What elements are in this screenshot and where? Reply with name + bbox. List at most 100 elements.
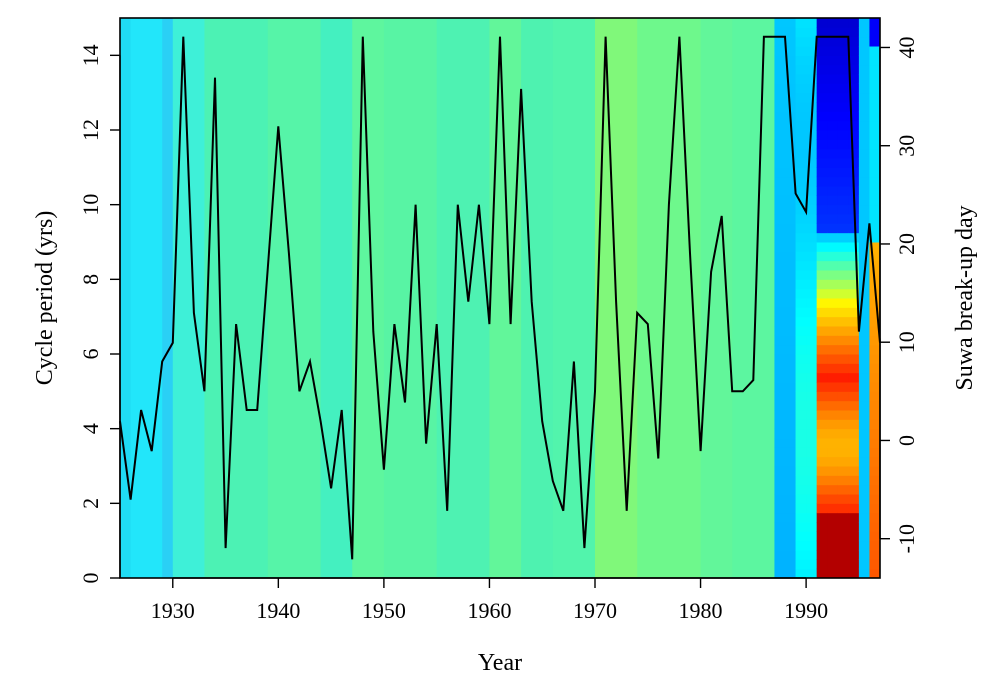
heatmap-cell (806, 335, 818, 346)
heatmap-cell (869, 484, 881, 495)
heatmap-cell (785, 447, 797, 458)
heatmap-band (120, 18, 132, 578)
heatmap-cell (837, 475, 849, 486)
heatmap-cell (858, 223, 870, 234)
heatmap-cell (785, 307, 797, 318)
heatmap-cell (848, 335, 860, 346)
heatmap-cell (816, 316, 828, 327)
heatmap-cell (795, 456, 807, 467)
heatmap-cell (774, 400, 786, 411)
heatmap-cell (774, 64, 786, 75)
heatmap-band (267, 18, 322, 578)
heatmap-cell (816, 372, 828, 383)
heatmap-cell (858, 298, 870, 308)
heatmap-cell (785, 36, 797, 47)
heatmap-cell (858, 512, 870, 523)
heatmap-cell (869, 456, 881, 467)
heatmap-cell (806, 251, 818, 262)
heatmap-cell (774, 27, 786, 38)
heatmap-cell (774, 363, 786, 374)
heatmap-cell (858, 55, 870, 66)
heatmap-cell (848, 391, 860, 402)
heatmap-cell (869, 130, 881, 140)
heatmap-cell (837, 307, 849, 318)
heatmap-cell (806, 288, 818, 299)
heatmap-cell (848, 456, 860, 467)
heatmap-cell (795, 540, 807, 551)
heatmap-band (637, 18, 702, 578)
heatmap-cell (816, 466, 828, 476)
heatmap-cell (848, 27, 860, 38)
heatmap-cell (816, 307, 828, 318)
heatmap-cell (795, 46, 807, 56)
heatmap-cell (858, 540, 870, 551)
heatmap-cell (785, 279, 797, 290)
heatmap-cell (785, 550, 797, 560)
heatmap-cell (858, 438, 870, 448)
heatmap-cell (837, 363, 849, 374)
heatmap-cell (837, 242, 849, 252)
heatmap-cell (806, 204, 818, 215)
heatmap-cell (795, 270, 807, 280)
heatmap-cell (869, 531, 881, 542)
heatmap-cell (795, 363, 807, 374)
heatmap-cell (785, 55, 797, 66)
heatmap-cell (848, 64, 860, 75)
heatmap-cell (795, 298, 807, 308)
heatmap-cell (869, 391, 881, 402)
heatmap-cell (816, 102, 828, 112)
heatmap-cell (827, 400, 839, 411)
heatmap-cell (837, 456, 849, 467)
heatmap-cell (816, 335, 828, 346)
heatmap-cell (837, 550, 849, 560)
heatmap-cell (827, 494, 839, 504)
heatmap-cell (785, 18, 797, 28)
heatmap-cell (827, 438, 839, 448)
heatmap-cell (806, 55, 818, 66)
heatmap-cell (816, 111, 828, 122)
heatmap-cell (869, 46, 881, 56)
heatmap-cell (827, 363, 839, 374)
heatmap-cell (848, 298, 860, 308)
heatmap-cell (816, 568, 828, 579)
heatmap-cell (816, 148, 828, 159)
heatmap-cell (869, 195, 881, 206)
heatmap-cell (869, 74, 881, 84)
heatmap-cell (827, 391, 839, 402)
heatmap-cell (869, 344, 881, 355)
heatmap-cell (869, 354, 881, 364)
heatmap-cell (827, 419, 839, 430)
heatmap-cell (785, 139, 797, 150)
heatmap-cell (827, 568, 839, 579)
heatmap-cell (869, 419, 881, 430)
heatmap-cell (806, 550, 818, 560)
heatmap-cell (848, 316, 860, 327)
heatmap-cell (848, 242, 860, 252)
heatmap-cell (848, 400, 860, 411)
heatmap-cell (827, 92, 839, 103)
heatmap-cell (848, 428, 860, 439)
heatmap-band (521, 18, 554, 578)
heatmap-cell (848, 279, 860, 290)
heatmap-cell (785, 438, 797, 448)
heatmap-cell (785, 354, 797, 364)
heatmap-cell (837, 251, 849, 262)
heatmap-cell (848, 148, 860, 159)
heatmap-cell (806, 400, 818, 411)
heatmap-cell (774, 130, 786, 140)
heatmap-cell (858, 466, 870, 476)
heatmap-cell (774, 167, 786, 178)
heatmap-cell (869, 102, 881, 112)
heatmap-cell (806, 316, 818, 327)
heatmap-cell (827, 55, 839, 66)
y2-tick-label: -10 (894, 524, 919, 553)
heatmap-cell (869, 92, 881, 103)
heatmap-cell (858, 251, 870, 262)
heatmap-cell (806, 484, 818, 495)
heatmap-cell (848, 484, 860, 495)
heatmap-cell (806, 176, 818, 187)
heatmap-cell (837, 64, 849, 75)
heatmap-cell (806, 503, 818, 514)
heatmap-band (172, 18, 205, 578)
heatmap-cell (816, 92, 828, 103)
